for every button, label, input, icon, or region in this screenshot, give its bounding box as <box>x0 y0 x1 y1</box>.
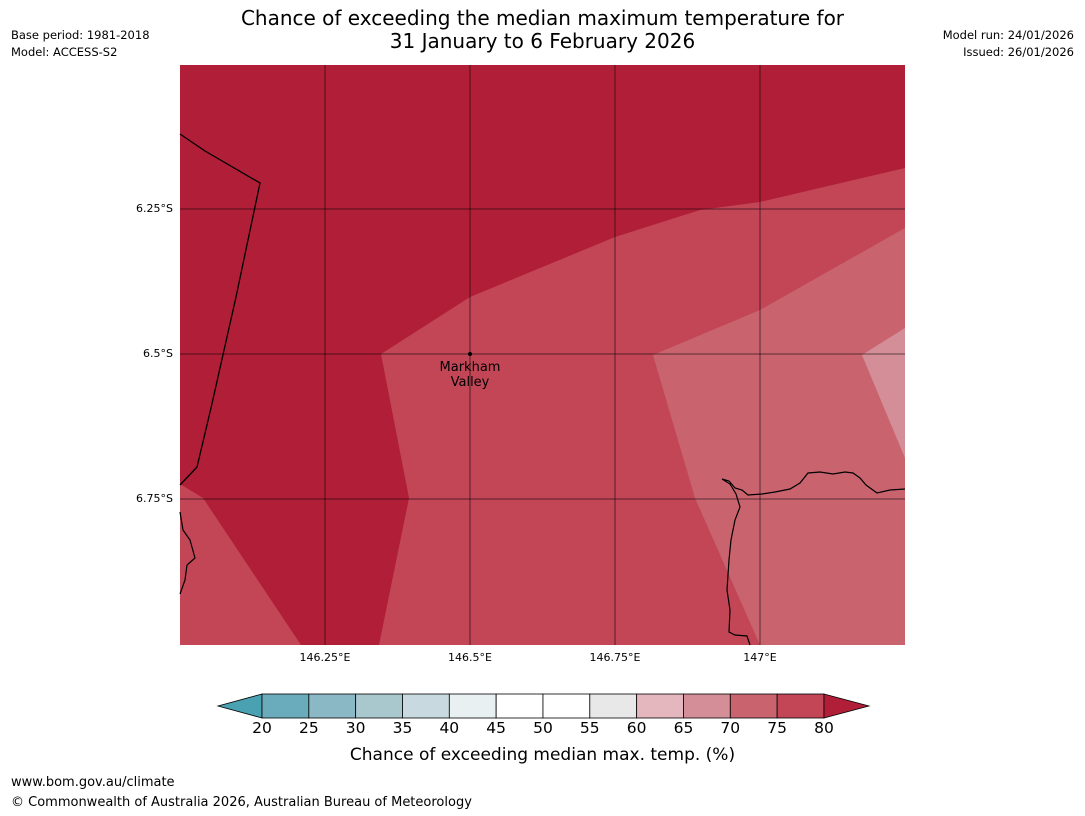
map-area <box>179 65 906 646</box>
lon-tick-146.75: 146.75°E <box>589 651 641 664</box>
place-label-line-2: Valley <box>450 375 490 390</box>
coastline-west <box>179 511 196 595</box>
colorbar-segment-55-60 <box>589 693 638 719</box>
model-name: Model: ACCESS-S2 <box>11 45 118 59</box>
markham-valley-marker <box>468 352 472 356</box>
colorbar-tick-40: 40 <box>439 719 460 737</box>
colorbar-segment-30-35 <box>355 693 403 719</box>
colorbar-title: Chance of exceeding median max. temp. (%… <box>349 745 736 765</box>
colorbar-extend-high <box>823 693 871 719</box>
footer-copyright: © Commonwealth of Australia 2026, Austra… <box>11 795 472 810</box>
issued-date: Issued: 26/01/2026 <box>963 45 1074 59</box>
colorbar-tick-80: 80 <box>814 719 834 737</box>
meta-left: Base period: 1981-2018 Model: ACCESS-S2 <box>11 27 150 61</box>
graticule <box>180 65 905 645</box>
colorbar-tick-25: 25 <box>298 719 319 737</box>
colorbar-tick-65: 65 <box>673 719 694 737</box>
title-line-1: Chance of exceeding the median maximum t… <box>240 6 845 30</box>
place-label-line-1: Markham <box>439 360 501 375</box>
lon-tick-146.25: 146.25°E <box>299 651 351 664</box>
colorbar-segment-70-75 <box>729 693 778 719</box>
colorbar-segment-45-50 <box>495 693 544 719</box>
colorbar <box>216 693 871 719</box>
colorbar-segment-50-55 <box>542 693 591 719</box>
lon-tick-146.5: 146.5°E <box>448 651 492 664</box>
colorbar-tick-45: 45 <box>486 719 506 737</box>
title-line-2: 31 January to 6 February 2026 <box>389 29 696 53</box>
colorbar-tick-60: 60 <box>626 719 647 737</box>
footer-url: www.bom.gov.au/climate <box>11 775 175 790</box>
colorbar-tick-20: 20 <box>252 719 272 737</box>
colorbar-segment-35-40 <box>402 693 450 719</box>
colorbar-tick-50: 50 <box>533 719 553 737</box>
coastline-east <box>721 471 906 646</box>
lat-tick-6.25: 6.25°S <box>136 202 173 215</box>
lat-tick-6.75: 6.75°S <box>136 492 173 505</box>
model-run: Model run: 24/01/2026 <box>942 28 1074 42</box>
colorbar-segment-20-25 <box>261 693 310 719</box>
colorbar-extend-low <box>216 693 263 719</box>
provincial-border <box>179 133 261 486</box>
colorbar-segment-65-70 <box>683 693 731 719</box>
colorbar-tick-30: 30 <box>345 719 366 737</box>
lon-tick-147: 147°E <box>743 651 777 664</box>
zone-70-75 <box>653 228 905 645</box>
colorbar-segment-40-45 <box>448 693 497 719</box>
colorbar-segment-60-65 <box>636 693 684 719</box>
colorbar-tick-55: 55 <box>579 719 600 737</box>
map-title: Chance of exceeding the median maximum t… <box>0 7 1085 53</box>
zone-65-70 <box>862 328 905 458</box>
meta-right: Model run: 24/01/2026 Issued: 26/01/2026 <box>943 27 1074 61</box>
colorbar-segment-25-30 <box>308 693 357 719</box>
colorbar-tick-35: 35 <box>392 719 413 737</box>
place-label-markham-valley: Markham Valley <box>420 360 520 390</box>
lat-tick-6.5: 6.5°S <box>143 347 173 360</box>
colorbar-tick-75: 75 <box>767 719 787 737</box>
zone-75-80-southwest <box>180 484 301 645</box>
colorbar-segment-75-80 <box>776 693 825 719</box>
base-period: Base period: 1981-2018 <box>11 28 150 42</box>
colorbar-tick-70: 70 <box>720 719 741 737</box>
